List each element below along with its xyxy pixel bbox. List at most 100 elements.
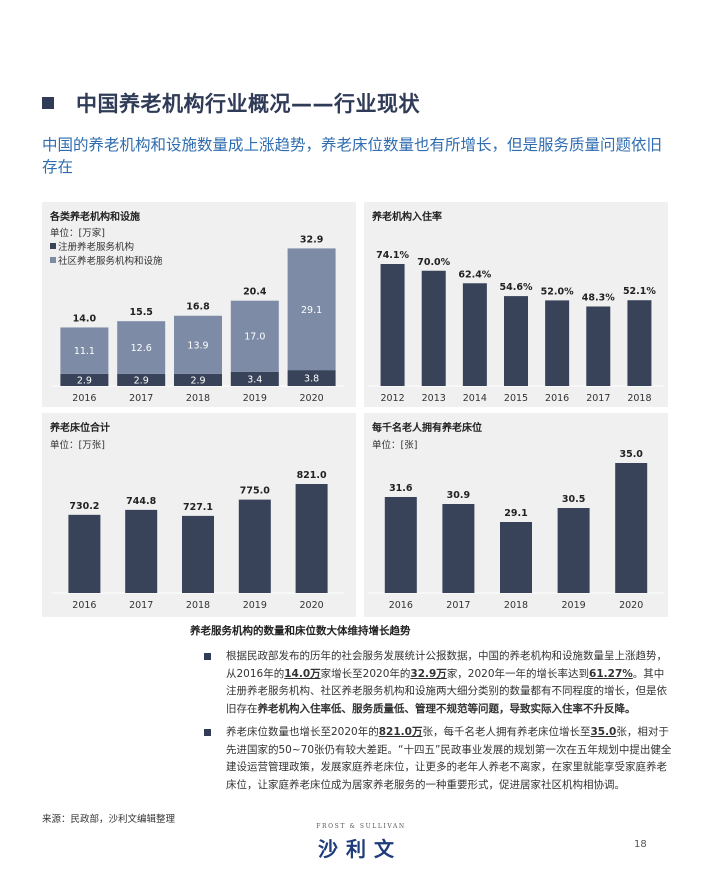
x-tick-label: 2019 (243, 600, 267, 611)
data-label: 52.0% (541, 286, 574, 297)
legend-item-community: 社区养老服务机构和设施 (50, 253, 163, 267)
bar (586, 306, 611, 386)
chart-panel-occupancy: 74.1% 2012 70.0% 2013 62.4% 2014 54.6% 2015 52.0… (364, 202, 668, 407)
x-tick-label: 2020 (619, 600, 643, 611)
segment-label: 2.9 (134, 375, 149, 386)
bullet-highlight: 821.0万 (378, 726, 423, 738)
bar (615, 463, 648, 593)
data-label: 727.1 (183, 502, 213, 513)
bar-segment (230, 371, 279, 386)
bar (545, 300, 570, 386)
bullet-text: 张，每千名老人拥有养老床位增长至 (422, 726, 591, 738)
data-label: 744.8 (126, 496, 156, 507)
bar (238, 499, 271, 593)
bullet-text: 家增长至2020年的 (320, 667, 411, 680)
chart-occupancy-svg: 74.1% 2012 70.0% 2013 62.4% 2014 54.6% 2015 52.0… (368, 250, 664, 404)
segment-label: 13.9 (187, 340, 208, 351)
chart-panel-beds-per-thousand: 31.6 2016 30.9 2017 29.1 2018 30.5 2019 35.0 2020… (364, 413, 668, 617)
chart-beds-per-thousand-svg: 31.6 2016 30.9 2017 29.1 2018 30.5 2019 35.0 2020 (368, 449, 664, 611)
chart-beds-svg: 730.2 2016 744.8 2017 727.1 2018 775.0 2019 821.… (52, 470, 344, 611)
bar-segment (174, 373, 222, 386)
segment-label: 2.9 (77, 375, 92, 386)
bar-segment (117, 321, 166, 374)
bullet-highlight: 32.9万 (410, 667, 447, 680)
bar-segment (230, 300, 279, 372)
data-label: 30.9 (447, 490, 470, 501)
page-subtitle: 中国的养老机构和设施数量成上涨趋势，养老床位数量也有所增长，但是服务质量问题依旧… (42, 136, 663, 176)
chart-panel-beds: 730.2 2016 744.8 2017 727.1 2018 775.0 2019 821.… (42, 413, 356, 617)
page-number: 18 (634, 839, 647, 850)
segment-label: 2.9 (190, 375, 205, 386)
bar (442, 504, 475, 593)
data-label: 821.0 (297, 470, 327, 481)
bar-segment (60, 327, 109, 374)
bullet-highlight: 61.27% (589, 667, 633, 680)
x-tick-label: 2020 (300, 393, 324, 404)
x-tick-label: 2017 (446, 600, 470, 611)
bar-segment (174, 315, 222, 374)
x-tick-label: 2016 (72, 600, 96, 611)
title-bar: 中国养老机构行业概况——行业现状 (42, 88, 420, 118)
total-label: 14.0 (73, 313, 97, 324)
bar (500, 522, 532, 593)
bar (384, 497, 417, 593)
bar (627, 300, 652, 386)
x-tick-label: 2014 (463, 393, 487, 404)
chart-unit-beds-per-thousand: 单位：[张] (372, 440, 418, 451)
legend-label-community: 社区养老服务机构和设施 (58, 256, 163, 267)
total-label: 32.9 (300, 234, 323, 245)
bar-segment (287, 370, 336, 386)
data-label: 62.4% (458, 269, 491, 280)
x-tick-label: 2012 (380, 393, 404, 404)
segment-label: 3.4 (247, 374, 262, 385)
chart-title-beds-per-thousand: 每千名老人拥有养老床位 (372, 423, 482, 434)
legend-item-registered: 注册养老服务机构 (50, 239, 134, 253)
logo-cn: 沙利文 (318, 837, 402, 861)
x-tick-label: 2018 (627, 393, 651, 404)
x-tick-label: 2016 (545, 393, 569, 404)
chart-caption: 养老服务机构的数量和床位数大体维持增长趋势 (190, 625, 411, 637)
bar (125, 509, 158, 593)
legend-swatch-registered (50, 243, 56, 249)
chart-title-beds: 养老床位合计 (50, 423, 110, 434)
bar (68, 514, 101, 593)
x-tick-label: 2015 (504, 393, 528, 404)
chart-panel-institutions: 2.9 11.1 14.0 2016 2.9 12.6 15.5 2017 2.9 13.9 16.… (42, 202, 356, 407)
bullet-item: 养老床位数量也增长至2020年的821.0万张，每千名老人拥有养老床位增长至35… (204, 724, 674, 794)
x-tick-label: 2018 (504, 600, 528, 611)
bar (182, 515, 214, 593)
bullet-item: 根据民政部发布的历年的社会服务发展统计公报数据，中国的养老机构和设施数量呈上涨趋… (204, 648, 674, 718)
bullet-square-icon (204, 653, 211, 660)
total-label: 15.5 (129, 307, 152, 318)
bar (557, 508, 590, 593)
legend-label-registered: 注册养老服务机构 (58, 242, 135, 253)
x-tick-label: 2019 (562, 600, 586, 611)
x-tick-label: 2018 (186, 393, 210, 404)
bullet-text: 。其中注册养老服务机构、社区养老服务机构和设施两大细分类别的数量都有不同程度的增… (226, 667, 667, 715)
bar-segment (117, 373, 166, 386)
segment-label: 12.6 (131, 343, 152, 354)
chart-title-institutions: 各类养老机构和设施 (50, 212, 140, 223)
segment-label: 3.8 (304, 374, 319, 385)
bar (421, 270, 446, 386)
source-note: 来源：民政部，沙利文编辑整理 (42, 814, 176, 825)
data-label: 52.1% (623, 286, 656, 297)
x-tick-label: 2017 (586, 393, 610, 404)
bullet-square-icon (204, 729, 211, 736)
bullet-bold: 养老机构入住率低、服务质量低、管理不规范等问题，导致实际入住率不升反降。 (257, 702, 636, 715)
segment-label: 29.1 (301, 305, 322, 316)
logo-en: FROST & SULLIVAN (316, 823, 406, 830)
bar-segment (60, 373, 109, 386)
data-label: 54.6% (500, 282, 533, 293)
data-label: 730.2 (69, 501, 99, 512)
bullet-list: 根据民政部发布的历年的社会服务发展统计公报数据，中国的养老机构和设施数量呈上涨趋… (204, 648, 674, 800)
x-tick-label: 2018 (186, 600, 210, 611)
bar-segment (287, 248, 336, 371)
data-label: 30.5 (562, 494, 585, 505)
bullet-text: 家，2020年一年的增长率达到 (446, 667, 590, 680)
chart-institutions-svg: 2.9 11.1 14.0 2016 2.9 12.6 15.5 2017 2.9 13.9 16.… (52, 234, 344, 404)
x-tick-label: 2019 (243, 393, 267, 404)
bullet-text: 根据民政部发布的历年的社会服务发展统计公报数据，中国的养老机构和设施数量呈上涨趋… (226, 650, 667, 680)
x-tick-label: 2016 (389, 600, 413, 611)
bar (504, 296, 528, 386)
